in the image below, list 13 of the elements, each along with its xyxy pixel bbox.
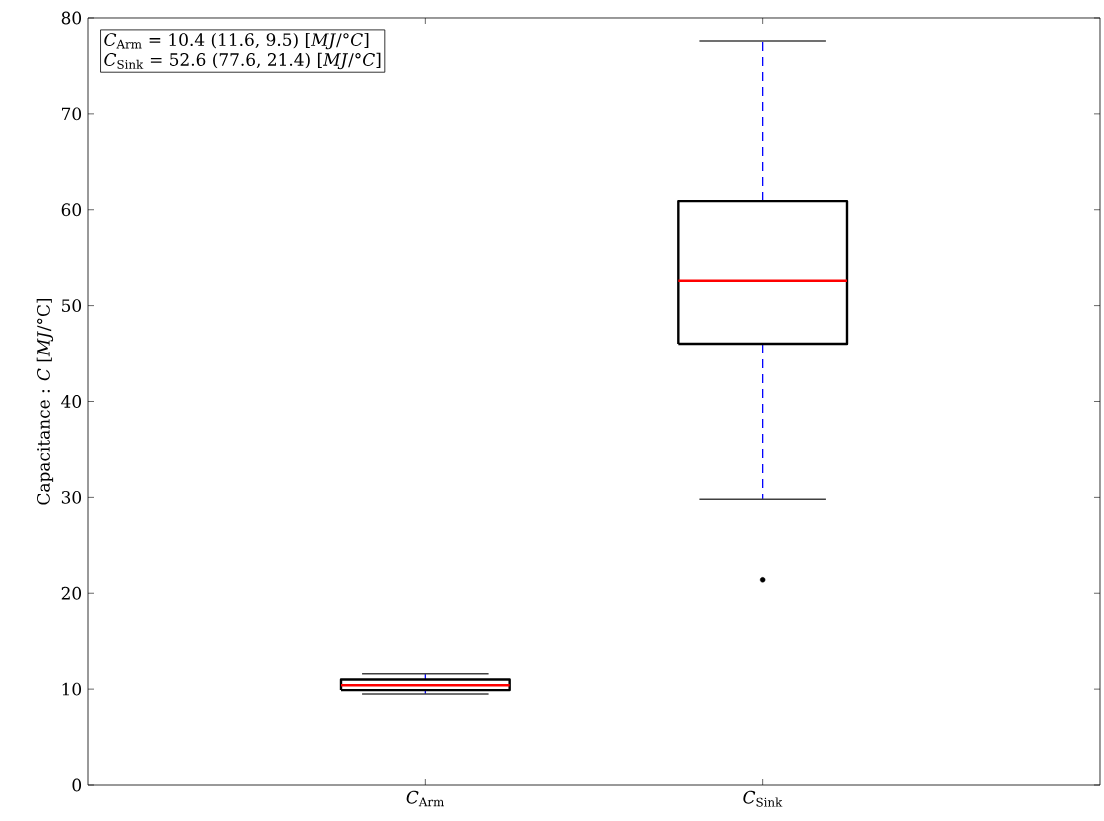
y-tick-label: 50	[62, 299, 82, 313]
y-tick-label: 10	[62, 682, 82, 696]
y-tick-label: 80	[61, 11, 82, 25]
y-tick-label: 20	[61, 586, 82, 600]
y-tick-label: 60	[61, 203, 82, 217]
x-tick-label: C$_{Arm}$	[406, 790, 444, 807]
y-tick-label: 30	[61, 490, 82, 504]
y-tick-label: 70	[62, 107, 82, 121]
annotation: C$_{Arm}$ = 10.4 (11.6, 9.5) [MJ/°C]	[104, 32, 369, 50]
y-tick-label: 40	[61, 395, 82, 408]
x-tick-label: C$_{Sink}$	[743, 790, 783, 807]
annotation: C$_{Sink}$ = 52.6 (77.6, 21.4) [MJ/°C]	[104, 52, 381, 70]
y-tick-label: 0	[72, 778, 82, 792]
